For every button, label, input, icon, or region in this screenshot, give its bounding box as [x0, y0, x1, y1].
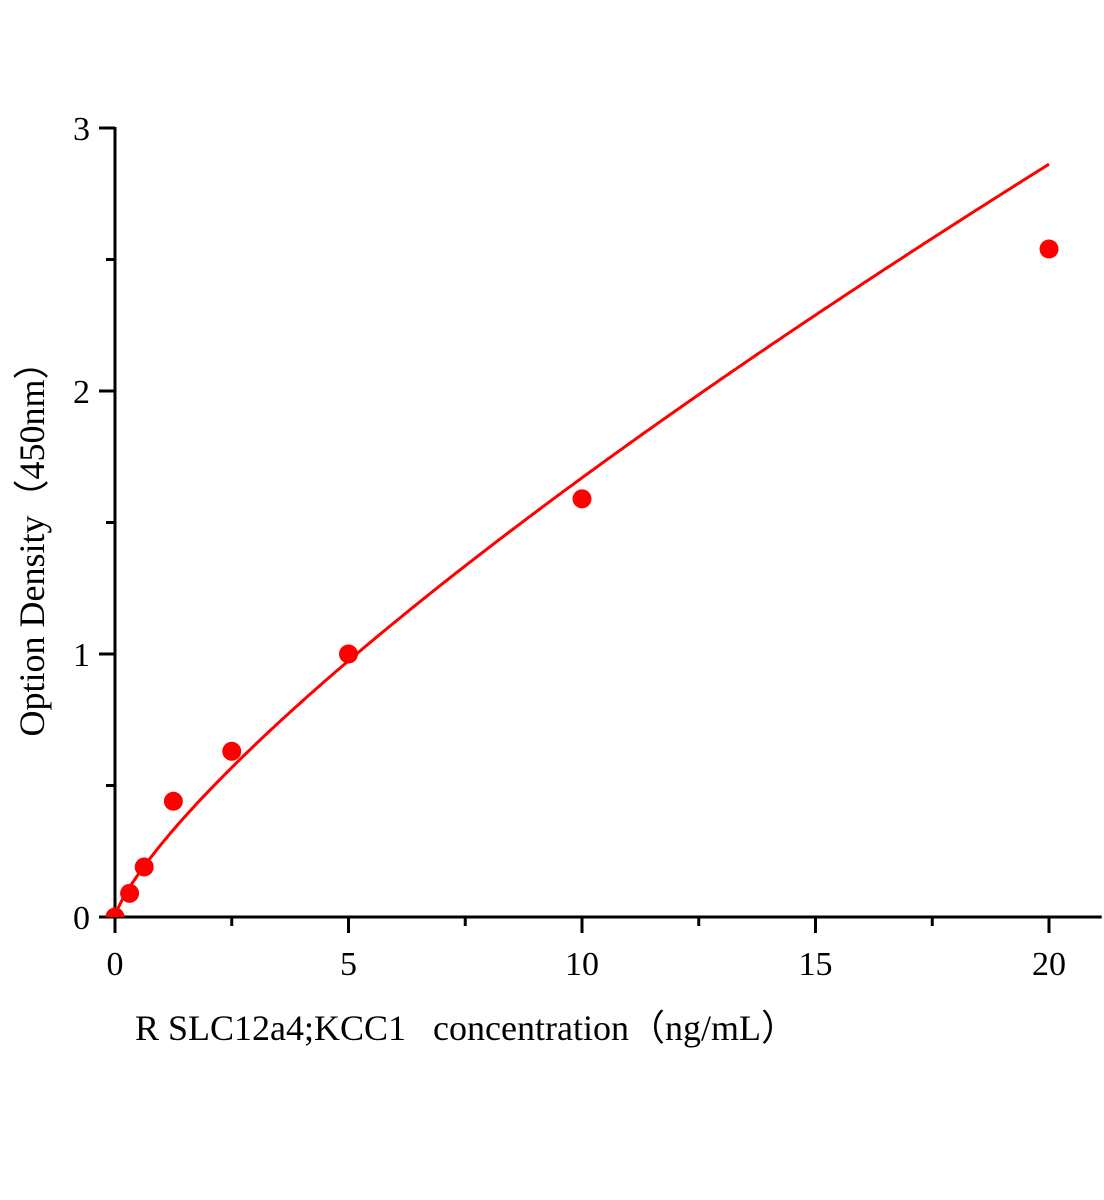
- y-axis-title: Option Density（450nm）: [12, 344, 52, 737]
- y-tick-label: 1: [73, 637, 90, 674]
- data-point: [134, 857, 154, 877]
- y-tick-label: 0: [73, 900, 90, 937]
- y-tick-label: 2: [73, 374, 90, 411]
- data-points-layer: [105, 239, 1059, 917]
- tick-labels: 0 5 10 15 20 0 1 2 3: [73, 111, 1066, 983]
- fit-curve: [113, 162, 1050, 918]
- data-point: [222, 741, 242, 761]
- fit-curve-layer: [113, 162, 1050, 918]
- data-point: [339, 644, 358, 664]
- data-point: [572, 489, 592, 509]
- data-point: [105, 907, 125, 917]
- x-tick-label: 10: [565, 946, 599, 983]
- x-tick-label: 20: [1032, 946, 1066, 983]
- x-axis-title: R SLC12a4;KCC1 concentration（ng/mL）: [135, 1008, 797, 1048]
- data-point: [163, 791, 183, 811]
- x-tick-label: 0: [107, 946, 124, 983]
- axes: [99, 126, 1102, 933]
- data-point: [120, 883, 140, 903]
- x-tick-label: 15: [799, 946, 833, 983]
- y-tick-label: 3: [73, 111, 90, 148]
- x-tick-label: 5: [340, 946, 357, 983]
- data-point: [1039, 239, 1059, 259]
